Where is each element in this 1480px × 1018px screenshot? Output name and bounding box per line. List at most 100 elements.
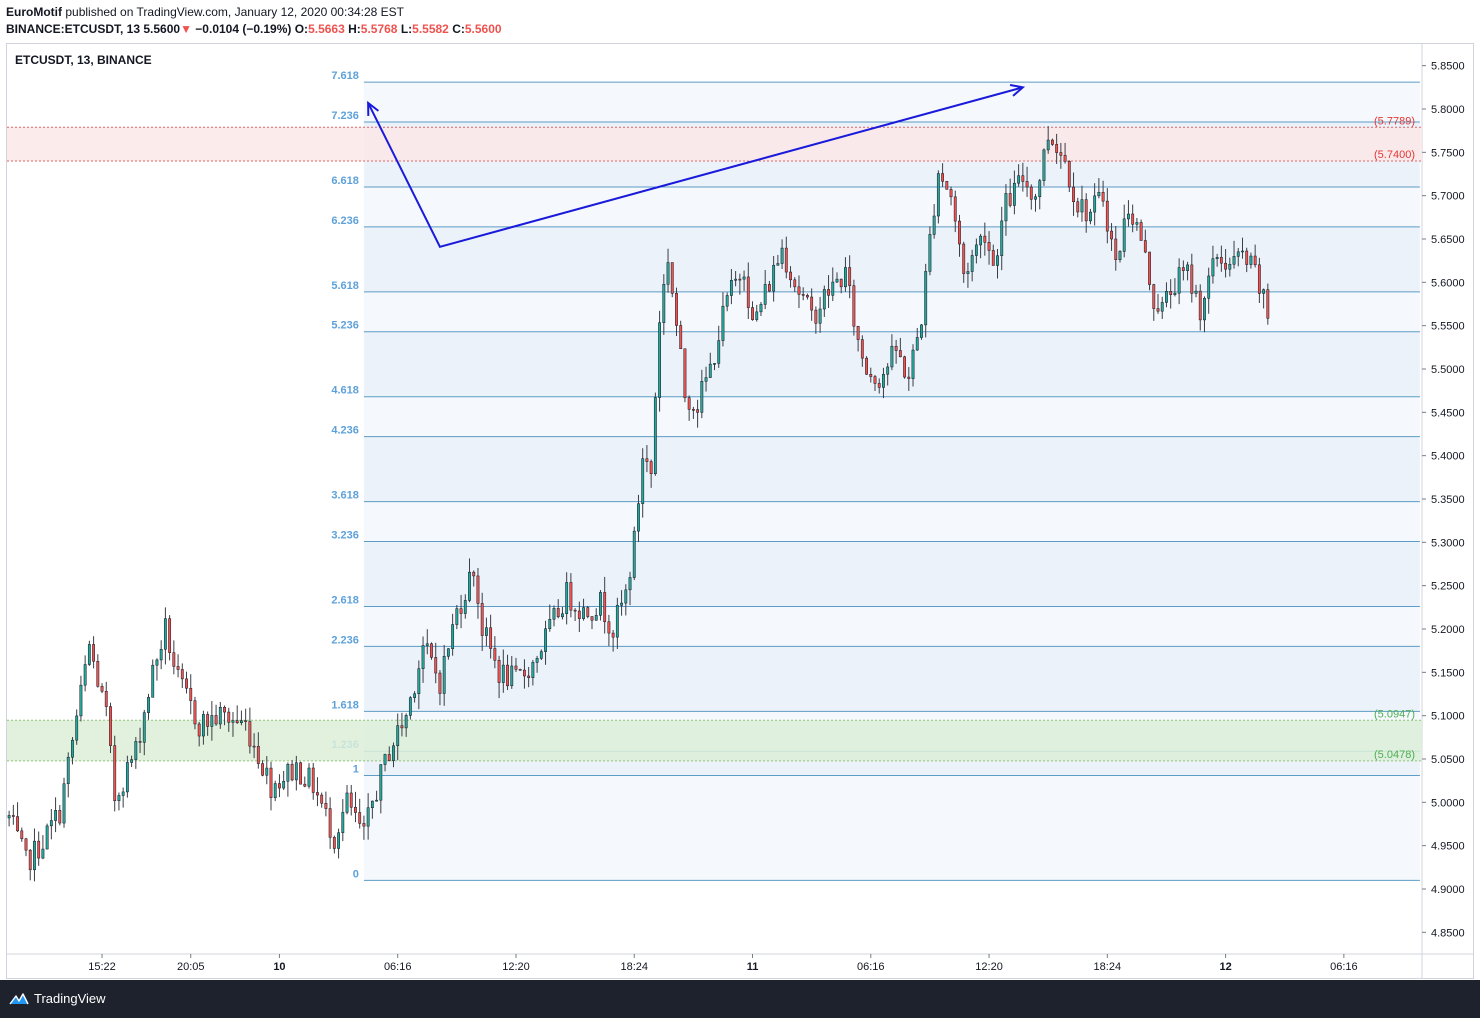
candle-body[interactable]	[197, 723, 201, 737]
candle-body[interactable]	[920, 324, 923, 338]
candle-body[interactable]	[265, 767, 269, 776]
candle-body[interactable]	[932, 215, 936, 235]
candle-body[interactable]	[1135, 222, 1139, 225]
candle-body[interactable]	[1038, 180, 1042, 198]
candle-body[interactable]	[109, 706, 112, 746]
candle-body[interactable]	[235, 720, 239, 724]
candle-body[interactable]	[1012, 182, 1016, 206]
candle-body[interactable]	[582, 607, 585, 619]
candle-body[interactable]	[915, 337, 919, 351]
candle-body[interactable]	[603, 592, 607, 623]
candle-body[interactable]	[784, 247, 788, 273]
candle-body[interactable]	[852, 285, 856, 327]
candle-body[interactable]	[113, 745, 117, 802]
candle-body[interactable]	[37, 840, 41, 859]
candle-body[interactable]	[907, 376, 911, 379]
candle-body[interactable]	[1097, 191, 1101, 197]
candle-body[interactable]	[1181, 267, 1185, 271]
candle-body[interactable]	[480, 603, 484, 636]
candle-body[interactable]	[991, 250, 995, 266]
candle-body[interactable]	[996, 255, 999, 266]
candle-body[interactable]	[1266, 289, 1270, 319]
candle-body[interactable]	[725, 295, 729, 307]
candle-body[interactable]	[261, 763, 264, 776]
author-name[interactable]: EuroMotif	[6, 5, 62, 19]
candle-body[interactable]	[544, 628, 547, 652]
candle-body[interactable]	[180, 669, 184, 680]
candle-body[interactable]	[751, 307, 754, 320]
candle-body[interactable]	[679, 325, 683, 349]
candle-body[interactable]	[75, 715, 79, 741]
candle-body[interactable]	[1114, 238, 1118, 260]
candle-body[interactable]	[1093, 195, 1097, 213]
candle-body[interactable]	[573, 609, 577, 612]
candle-body[interactable]	[1063, 155, 1067, 162]
candle-body[interactable]	[442, 656, 446, 694]
candle-body[interactable]	[425, 643, 429, 646]
candle-body[interactable]	[1101, 191, 1105, 202]
candle-body[interactable]	[670, 262, 674, 294]
candle-body[interactable]	[856, 325, 860, 340]
candle-body[interactable]	[691, 409, 695, 411]
candle-body[interactable]	[704, 377, 708, 382]
candle-body[interactable]	[607, 621, 611, 634]
candle-body[interactable]	[1131, 213, 1135, 225]
candle-body[interactable]	[168, 618, 172, 653]
candle-body[interactable]	[273, 783, 277, 798]
candle-body[interactable]	[713, 363, 716, 365]
brand-name[interactable]: TradingView	[34, 991, 106, 1006]
candle-body[interactable]	[658, 322, 662, 398]
candle-body[interactable]	[506, 664, 509, 687]
tradingview-logo-icon[interactable]	[8, 991, 30, 1007]
candle-body[interactable]	[96, 661, 100, 687]
candle-body[interactable]	[569, 582, 573, 611]
candle-body[interactable]	[1000, 220, 1004, 256]
candle-body[interactable]	[185, 678, 188, 689]
candle-body[interactable]	[987, 242, 991, 251]
candle-body[interactable]	[79, 684, 83, 717]
candle-body[interactable]	[962, 243, 966, 274]
candle-body[interactable]	[1029, 186, 1033, 200]
candle-body[interactable]	[632, 530, 636, 578]
candle-body[interactable]	[780, 247, 784, 264]
candle-body[interactable]	[404, 715, 408, 729]
candle-body[interactable]	[497, 660, 501, 683]
candle-body[interactable]	[983, 235, 987, 243]
candle-body[interactable]	[949, 189, 953, 198]
candle-body[interactable]	[624, 589, 628, 604]
candle-body[interactable]	[299, 762, 302, 785]
candle-body[interactable]	[742, 276, 746, 280]
candle-body[interactable]	[535, 658, 539, 663]
candle-body[interactable]	[66, 756, 70, 785]
candle-body[interactable]	[1177, 267, 1181, 294]
candle-body[interactable]	[468, 571, 471, 601]
candle-body[interactable]	[611, 632, 615, 638]
candle-body[interactable]	[886, 366, 890, 375]
candle-body[interactable]	[890, 345, 894, 368]
candle-body[interactable]	[210, 715, 214, 727]
candle-body[interactable]	[1105, 200, 1109, 232]
candle-body[interactable]	[92, 644, 96, 662]
candle-body[interactable]	[358, 812, 362, 824]
candle-body[interactable]	[637, 503, 640, 532]
candle-body[interactable]	[586, 607, 590, 617]
candle-body[interactable]	[117, 795, 121, 802]
candle-body[interactable]	[1165, 291, 1168, 303]
candle-body[interactable]	[1241, 250, 1244, 253]
candle-body[interactable]	[362, 823, 366, 827]
candle-body[interactable]	[827, 289, 830, 296]
candle-body[interactable]	[324, 803, 328, 809]
candle-body[interactable]	[945, 181, 949, 190]
candle-body[interactable]	[20, 830, 24, 840]
candle-body[interactable]	[134, 741, 138, 760]
candle-body[interactable]	[413, 693, 417, 698]
candle-body[interactable]	[1249, 255, 1253, 265]
candle-body[interactable]	[121, 791, 125, 796]
candle-body[interactable]	[286, 763, 290, 782]
candle-body[interactable]	[970, 255, 974, 272]
candle-body[interactable]	[1203, 297, 1206, 321]
candle-body[interactable]	[476, 575, 480, 604]
candle-body[interactable]	[941, 173, 945, 182]
candle-body[interactable]	[252, 745, 256, 748]
candle-body[interactable]	[548, 618, 552, 629]
